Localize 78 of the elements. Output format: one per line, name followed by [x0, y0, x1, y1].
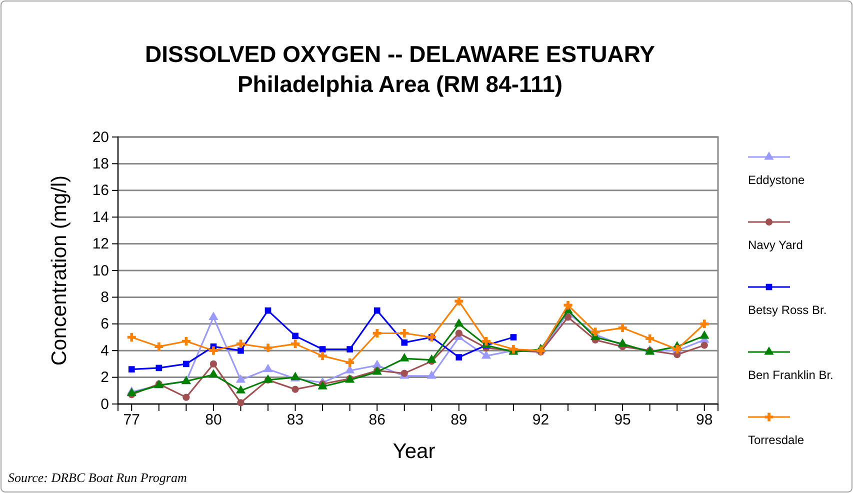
- point: [646, 334, 654, 343]
- y-tick-label: 4: [100, 342, 109, 360]
- x-axis-title: Year: [392, 440, 436, 463]
- point: [346, 346, 353, 352]
- point: [208, 312, 218, 320]
- point: [236, 374, 246, 383]
- point: [454, 296, 464, 306]
- point: [319, 346, 326, 352]
- point: [482, 337, 490, 346]
- chart-subtitle: Philadelphia Area (RM 84-111): [237, 71, 563, 97]
- point: [700, 330, 710, 339]
- point: [400, 329, 409, 338]
- source-note: Source: DRBC Boat Run Program: [8, 470, 187, 485]
- point: [210, 360, 218, 368]
- x-tick-label: 80: [205, 412, 222, 429]
- legend-label: Eddystone: [748, 173, 806, 187]
- point: [209, 346, 218, 355]
- y-tick-label: 2: [100, 369, 109, 386]
- point: [263, 364, 273, 372]
- y-tick-label: 20: [92, 128, 109, 146]
- point: [455, 330, 462, 337]
- point: [292, 386, 299, 393]
- chart-title: DISSOLVED OXYGEN -- DELAWARE ESTUARY: [145, 41, 655, 67]
- point: [401, 339, 408, 346]
- point: [426, 370, 436, 379]
- y-tick-label: 10: [92, 262, 109, 280]
- x-tick-label: 86: [368, 412, 386, 429]
- y-tick-label: 12: [92, 236, 109, 253]
- y-tick-label: 18: [92, 156, 109, 172]
- point: [345, 365, 355, 374]
- point: [481, 350, 491, 359]
- point: [128, 366, 135, 372]
- x-tick-label: 95: [614, 412, 631, 429]
- x-tick-label: 77: [123, 412, 140, 429]
- legend-label: Navy Yard: [748, 238, 803, 252]
- point: [700, 342, 708, 349]
- point: [318, 352, 327, 360]
- x-tick-label: 92: [532, 412, 550, 429]
- y-tick-label: 0: [100, 396, 109, 413]
- point: [618, 324, 627, 332]
- y-tick-label: 8: [100, 289, 109, 306]
- legend-label: Torresdale: [748, 433, 804, 447]
- point: [346, 358, 354, 367]
- y-tick-label: 14: [92, 208, 109, 226]
- point: [510, 334, 517, 340]
- point: [127, 333, 136, 342]
- point: [456, 354, 462, 360]
- legend-label: Betsy Ross Br.: [748, 303, 827, 317]
- point: [237, 399, 244, 406]
- point: [292, 332, 298, 340]
- point: [182, 394, 190, 401]
- point: [564, 300, 572, 310]
- point: [236, 385, 246, 394]
- x-tick-label: 83: [286, 412, 304, 429]
- y-tick-label: 6: [100, 316, 109, 333]
- point: [264, 307, 272, 314]
- point: [208, 369, 218, 378]
- point: [156, 364, 162, 372]
- point: [564, 314, 572, 321]
- x-tick-label: 98: [696, 412, 713, 429]
- point: [236, 340, 245, 348]
- x-tick-label: 89: [450, 412, 468, 429]
- y-tick-label: 16: [92, 182, 109, 200]
- point: [372, 329, 382, 338]
- point: [264, 344, 272, 352]
- point: [238, 347, 244, 354]
- point: [454, 318, 464, 327]
- point: [426, 354, 436, 363]
- point: [700, 320, 709, 328]
- y-axis-title: Concentration (mg/l): [48, 175, 71, 366]
- point: [154, 342, 164, 351]
- point: [182, 337, 190, 346]
- legend-label: Ben Franklin Br.: [748, 368, 834, 382]
- point: [400, 353, 410, 362]
- point: [183, 360, 190, 368]
- point: [291, 340, 300, 348]
- point: [374, 307, 380, 314]
- point: [372, 360, 382, 368]
